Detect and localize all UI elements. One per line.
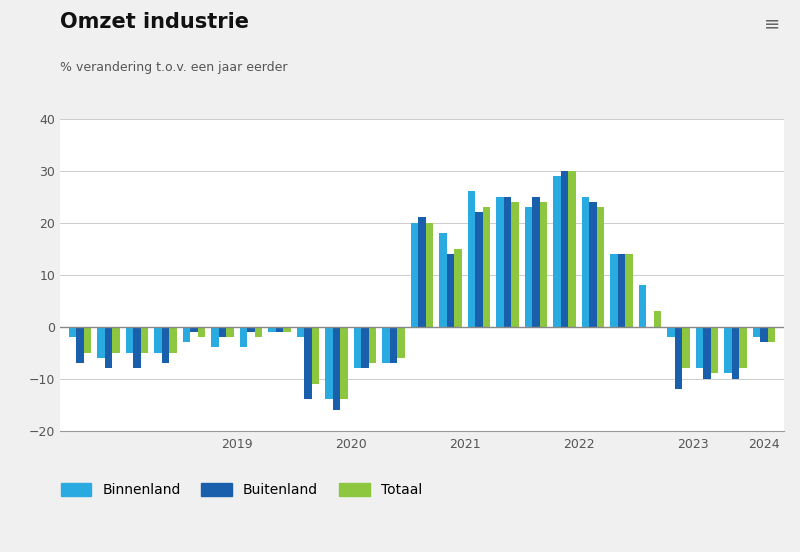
- Bar: [561, 171, 568, 327]
- Bar: [283, 327, 290, 332]
- Bar: [268, 327, 276, 332]
- Bar: [226, 327, 234, 337]
- Text: % verandering t.o.v. een jaar eerder: % verandering t.o.v. een jaar eerder: [60, 61, 287, 74]
- Bar: [696, 327, 703, 368]
- Bar: [760, 327, 768, 342]
- Text: ≡: ≡: [764, 14, 780, 33]
- Bar: [482, 207, 490, 327]
- Bar: [126, 327, 134, 353]
- Text: Omzet industrie: Omzet industrie: [60, 12, 249, 31]
- Bar: [597, 207, 604, 327]
- Bar: [732, 327, 739, 379]
- Bar: [475, 213, 482, 327]
- Legend: Binnenland, Buitenland, Totaal: Binnenland, Buitenland, Totaal: [55, 477, 427, 502]
- Bar: [504, 197, 511, 327]
- Bar: [739, 327, 746, 368]
- Bar: [768, 327, 775, 342]
- Bar: [340, 327, 348, 400]
- Text: 2022: 2022: [563, 438, 594, 452]
- Text: 2019: 2019: [221, 438, 253, 452]
- Bar: [369, 327, 376, 363]
- Bar: [468, 192, 475, 327]
- Bar: [134, 327, 141, 368]
- Bar: [525, 207, 532, 327]
- Bar: [398, 327, 405, 358]
- Bar: [76, 327, 84, 363]
- Bar: [276, 327, 283, 332]
- Bar: [247, 327, 254, 332]
- Bar: [511, 202, 518, 327]
- Bar: [362, 327, 369, 368]
- Text: 2021: 2021: [449, 438, 481, 452]
- Bar: [141, 327, 148, 353]
- Bar: [390, 327, 398, 363]
- Bar: [69, 327, 76, 337]
- Bar: [183, 327, 190, 342]
- Text: 2023: 2023: [677, 438, 709, 452]
- Bar: [354, 327, 362, 368]
- Bar: [710, 327, 718, 373]
- Bar: [326, 327, 333, 400]
- Bar: [654, 311, 661, 327]
- Bar: [703, 327, 710, 379]
- Bar: [590, 202, 597, 327]
- Bar: [532, 197, 540, 327]
- Bar: [439, 233, 446, 327]
- Bar: [333, 327, 340, 410]
- Text: 2024: 2024: [748, 438, 780, 452]
- Bar: [112, 327, 119, 353]
- Bar: [618, 254, 626, 327]
- Bar: [639, 285, 646, 327]
- Bar: [675, 327, 682, 389]
- Bar: [84, 327, 91, 353]
- Bar: [312, 327, 319, 384]
- Bar: [496, 197, 504, 327]
- Bar: [198, 327, 205, 337]
- Bar: [725, 327, 732, 373]
- Bar: [554, 176, 561, 327]
- Bar: [411, 222, 418, 327]
- Bar: [98, 327, 105, 358]
- Bar: [682, 327, 690, 368]
- Bar: [418, 217, 426, 327]
- Bar: [304, 327, 312, 400]
- Bar: [582, 197, 590, 327]
- Bar: [297, 327, 304, 337]
- Bar: [626, 254, 633, 327]
- Bar: [667, 327, 675, 337]
- Bar: [169, 327, 177, 353]
- Bar: [162, 327, 169, 363]
- Bar: [154, 327, 162, 353]
- Bar: [610, 254, 618, 327]
- Bar: [211, 327, 218, 347]
- Bar: [753, 327, 760, 337]
- Bar: [454, 248, 462, 327]
- Bar: [190, 327, 198, 332]
- Bar: [426, 222, 433, 327]
- Text: 2020: 2020: [335, 438, 366, 452]
- Bar: [240, 327, 247, 347]
- Bar: [540, 202, 547, 327]
- Bar: [382, 327, 390, 363]
- Bar: [446, 254, 454, 327]
- Bar: [254, 327, 262, 337]
- Bar: [218, 327, 226, 337]
- Bar: [568, 171, 576, 327]
- Bar: [105, 327, 112, 368]
